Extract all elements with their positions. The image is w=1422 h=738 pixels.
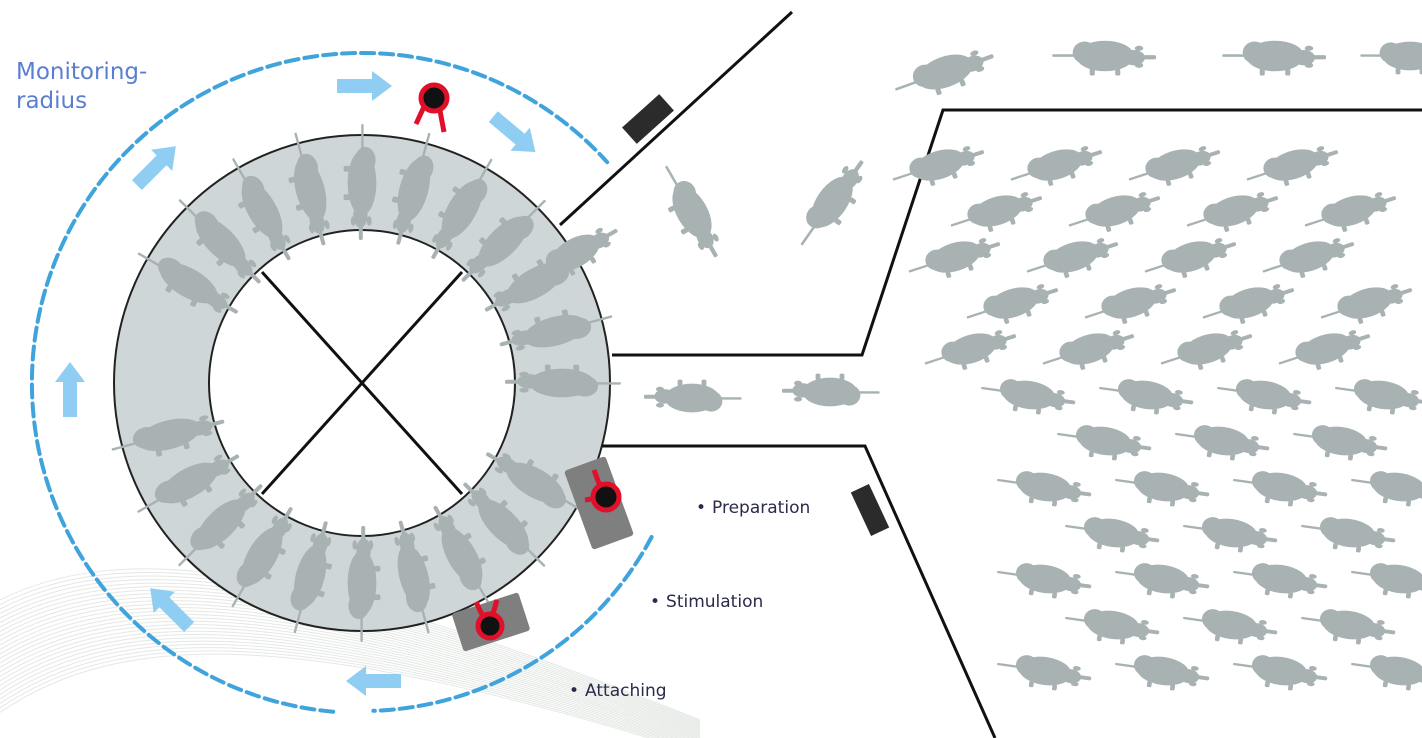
cow-icon <box>1006 137 1108 198</box>
arrow-icon <box>55 362 85 417</box>
robot-arm-icon <box>590 481 622 513</box>
attaching-label: • Attaching <box>569 681 667 701</box>
cow-icon <box>1230 466 1330 512</box>
robot-stimulation <box>452 592 530 652</box>
attaching-text: Attaching <box>585 681 667 701</box>
cow-icon <box>1316 275 1418 336</box>
cow-icon <box>1332 374 1422 420</box>
cow-icon <box>644 379 742 413</box>
cow-icon <box>1054 420 1154 466</box>
cow-icon <box>1052 40 1156 76</box>
cow-icon <box>1112 650 1212 696</box>
cow-icon <box>1112 466 1212 512</box>
cow-icon <box>1198 275 1300 336</box>
cow-icon <box>1230 558 1330 604</box>
cow-icon <box>978 374 1078 420</box>
cow-icon <box>782 373 880 407</box>
cow-icon <box>1300 183 1402 244</box>
preparation-text: Preparation <box>712 498 811 518</box>
gate-icon <box>622 94 674 144</box>
robots <box>413 82 634 652</box>
robot-preparation <box>564 456 634 550</box>
cow-icon <box>1348 466 1422 512</box>
cow-icon <box>888 137 990 198</box>
bullet: • <box>569 681 580 701</box>
cow-icon <box>1258 229 1360 290</box>
cow-icon <box>1140 229 1242 290</box>
cow-icon <box>1124 137 1226 198</box>
cow-icon <box>1038 321 1140 382</box>
bullet: • <box>696 498 707 518</box>
arrow-icon <box>337 71 392 101</box>
cow-icon <box>789 151 878 257</box>
process-zone-dashed-arc <box>371 535 654 713</box>
robot-arm-icon <box>418 82 450 114</box>
cow-icon <box>1290 420 1390 466</box>
arrow-icon <box>483 105 546 164</box>
preparation-label: • Preparation <box>696 498 810 518</box>
cow-icon <box>1348 650 1422 696</box>
cow-icon <box>1156 321 1258 382</box>
cow-icon <box>1080 275 1182 336</box>
cow-icon <box>962 275 1064 336</box>
cow-icon <box>1242 137 1344 198</box>
cow-icon <box>1112 558 1212 604</box>
bullet: • <box>650 592 661 612</box>
cow-icon <box>946 183 1048 244</box>
cow-icon <box>1230 650 1330 696</box>
cow-icon <box>904 229 1006 290</box>
cow-icon <box>1182 183 1284 244</box>
cow-icon <box>1298 512 1398 558</box>
cow-icon <box>1096 374 1196 420</box>
background-swirls <box>0 568 701 738</box>
stimulation-label: • Stimulation <box>650 592 763 612</box>
cow-icon <box>1062 604 1162 650</box>
robot-arm-icon <box>475 611 505 641</box>
cow-icon <box>920 321 1022 382</box>
cow-icon <box>648 158 731 266</box>
monitoring-radius-label: Monitoring- radius <box>16 58 147 116</box>
cow-icon <box>1360 41 1422 75</box>
holding-area-walls <box>558 10 1422 738</box>
cow-icon <box>1062 512 1162 558</box>
cow-icon <box>890 40 1000 109</box>
monitoring-label-line2: radius <box>16 88 88 114</box>
cow-icon <box>994 650 1094 696</box>
cow-icon <box>994 558 1094 604</box>
monitoring-label-line1: Monitoring- <box>16 59 148 85</box>
arrow-icon <box>126 135 187 196</box>
cow-icon <box>1180 604 1280 650</box>
monitoring-radius-dashed-arc <box>29 50 610 714</box>
robot-monitoring <box>413 82 450 133</box>
cow-icon <box>1298 604 1398 650</box>
rotary-center-cross <box>260 270 464 496</box>
gates <box>622 94 890 536</box>
stimulation-text: Stimulation <box>666 592 764 612</box>
cow-icon <box>1172 420 1272 466</box>
cow-icon <box>1222 40 1326 76</box>
cow-icon <box>1348 558 1422 604</box>
cow-icon <box>1274 321 1376 382</box>
cow-icon <box>994 466 1094 512</box>
cow-icon <box>1064 183 1166 244</box>
cow-icon <box>1022 229 1124 290</box>
cow-icon <box>1214 374 1314 420</box>
cow-icon <box>1180 512 1280 558</box>
gate-icon <box>850 484 890 536</box>
